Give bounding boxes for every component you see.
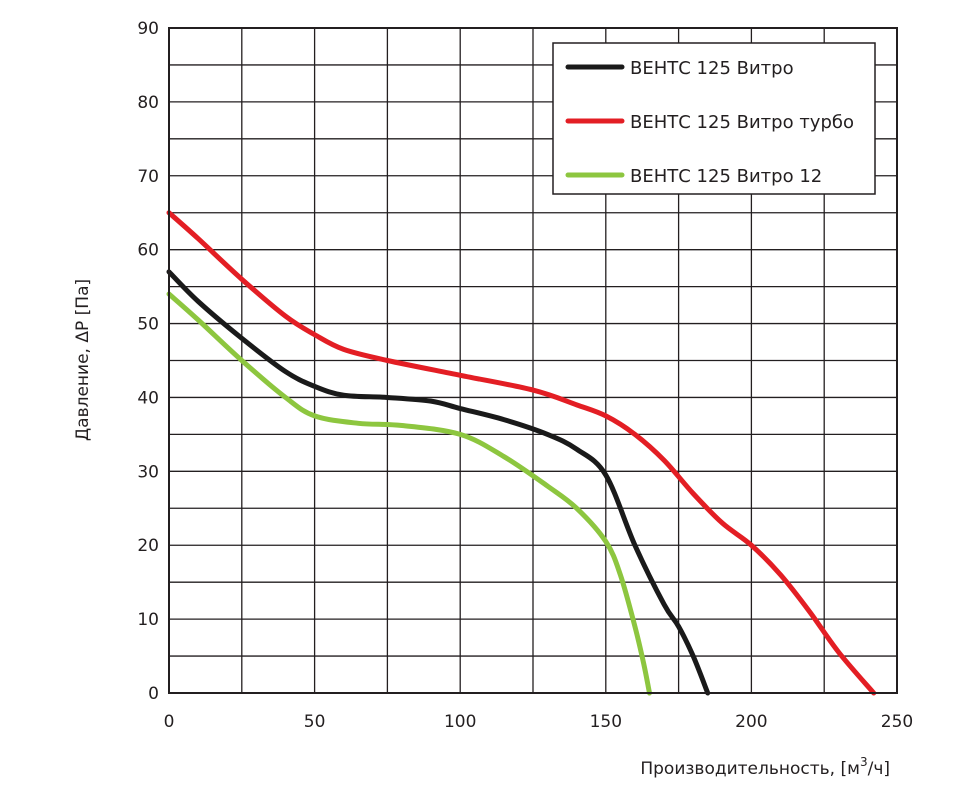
legend-label: ВЕНТС 125 Витро	[630, 58, 794, 79]
curves	[166, 210, 877, 696]
y-tick-label: 70	[137, 167, 159, 187]
series-line-2	[166, 291, 652, 696]
y-axis-label: Давление, ΔP [Па]	[73, 279, 93, 441]
x-tick-label: 250	[881, 712, 913, 732]
y-tick-label: 0	[148, 684, 159, 704]
y-tick-label: 10	[137, 610, 159, 630]
y-tick-label: 80	[137, 93, 159, 113]
y-tick-label: 50	[137, 315, 159, 335]
y-tick-label: 90	[137, 19, 159, 39]
legend-label: ВЕНТС 125 Витро 12	[630, 166, 822, 187]
series-line-1	[166, 210, 877, 696]
tick-labels: 0 50 100 150 200 250 0 10 20 30 40 50 60 70 80 90	[137, 19, 913, 732]
y-tick-label: 40	[137, 388, 159, 408]
x-tick-label: 50	[304, 712, 326, 732]
x-axis-label-suffix: /ч]	[868, 759, 890, 779]
x-axis-label-main: Производительность, [м	[640, 759, 860, 779]
y-tick-label: 20	[137, 536, 159, 556]
x-tick-label: 200	[735, 712, 767, 732]
x-tick-label: 100	[444, 712, 476, 732]
x-tick-label: 0	[164, 712, 175, 732]
x-tick-label: 150	[590, 712, 622, 732]
legend-label: ВЕНТС 125 Витро турбо	[630, 112, 854, 133]
y-tick-label: 30	[137, 462, 159, 482]
x-axis-label-sup: 3	[860, 755, 868, 769]
plot-frame	[168, 27, 898, 694]
y-tick-label: 60	[137, 241, 159, 261]
legend: ВЕНТС 125 Витро ВЕНТС 125 Витро турбо ВЕНТ…	[552, 42, 876, 195]
x-axis-label: Производительность, [м3/ч]	[640, 755, 890, 779]
series-line-0	[166, 269, 711, 696]
